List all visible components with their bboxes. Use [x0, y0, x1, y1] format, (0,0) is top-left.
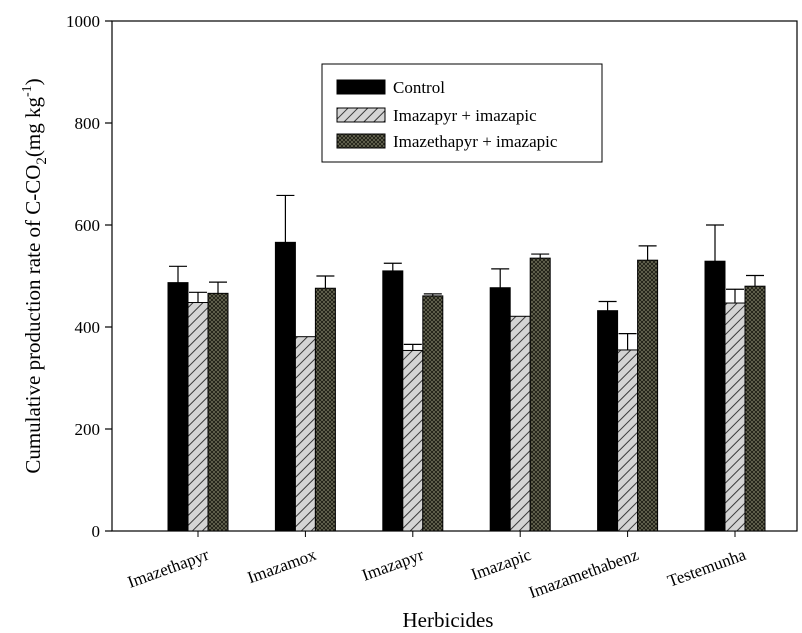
bar-imazethapyr-imazapic-imazamox	[314, 287, 336, 532]
bar-imazapyr-imazapic-imazamethabenz	[617, 349, 639, 532]
bar-control-imazamox	[274, 241, 296, 532]
bar-imazethapyr-imazapic-testemunha	[744, 285, 766, 532]
bar-control-imazapyr	[382, 270, 404, 532]
x-tick-label-imazamethabenz: Imazamethabenz	[526, 545, 641, 602]
y-axis-title-unit-close: )	[21, 78, 45, 85]
y-tick-label: 0	[92, 522, 101, 541]
bar-control-imazapic	[489, 287, 511, 532]
bars-group	[167, 194, 766, 532]
y-axis-title-superscript: -1	[20, 85, 35, 97]
legend-label-control: Control	[393, 78, 445, 97]
y-axis: 0 200 400 600 800 1000	[66, 12, 112, 541]
y-axis-title-unit-open: (mg kg	[21, 96, 45, 157]
y-tick-label: 200	[75, 420, 101, 439]
bar-control-imazethapyr	[167, 282, 189, 532]
x-tick-label-imazamox: Imazamox	[245, 545, 319, 588]
bar-imazapyr-imazapic-imazapyr	[402, 349, 424, 532]
y-tick-label: 800	[75, 114, 101, 133]
x-tick-label-imazapyr: Imazapyr	[359, 545, 426, 585]
y-axis-title: Cumulative production rate of C-CO2(mg k…	[20, 78, 50, 473]
bar-imazapyr-imazapic-imazethapyr	[187, 302, 209, 532]
x-tick-label-testemunha: Testemunha	[665, 545, 749, 591]
bar-imazapyr-imazapic-imazamox	[294, 336, 316, 532]
bar-imazapyr-imazapic-testemunha	[724, 302, 746, 532]
legend-swatch-imazapyr-imazapic	[336, 107, 386, 123]
bar-imazethapyr-imazapic-imazethapyr	[207, 292, 229, 532]
legend-label-imazethapyr-imazapic: Imazethapyr + imazapic	[393, 132, 558, 151]
legend-label-imazapyr-imazapic: Imazapyr + imazapic	[393, 106, 537, 125]
bar-control-imazamethabenz	[597, 310, 619, 532]
x-tick-label-imazethapyr: Imazethapyr	[125, 545, 212, 592]
y-axis-title-subscript: 2	[34, 157, 50, 165]
x-tick-label-imazapic: Imazapic	[469, 545, 534, 584]
y-tick-label: 600	[75, 216, 101, 235]
x-axis: Imazethapyr Imazamox Imazapyr ImazapicImaza…	[125, 531, 749, 602]
bar-imazethapyr-imazapic-imazapic	[529, 257, 551, 532]
legend-swatch-imazethapyr-imazapic	[336, 133, 386, 149]
bar-imazethapyr-imazapic-imazapyr	[422, 295, 444, 532]
y-tick-label: 400	[75, 318, 101, 337]
plot-area-frame	[111, 20, 798, 532]
y-axis-title-main: Cumulative production rate of C-CO	[21, 165, 45, 474]
legend-swatch-control	[336, 79, 386, 95]
bar-control-testemunha	[704, 260, 726, 532]
bar-imazethapyr-imazapic-imazamethabenz	[637, 259, 659, 532]
legend: Control Imazapyr + imazapic Imazethapyr …	[321, 63, 603, 163]
x-axis-title: Herbicides	[403, 608, 494, 632]
bar-imazapyr-imazapic-imazapic	[509, 315, 531, 532]
y-tick-label: 1000	[66, 12, 100, 31]
